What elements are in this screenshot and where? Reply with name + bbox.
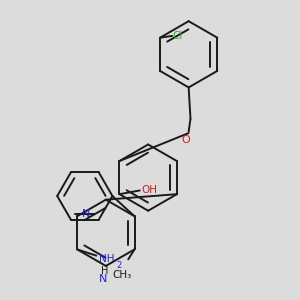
Text: CH₃: CH₃ <box>112 270 131 280</box>
Text: 2: 2 <box>116 261 122 270</box>
Text: NH: NH <box>99 254 115 264</box>
Text: H: H <box>101 266 108 277</box>
Text: Cl: Cl <box>172 31 182 41</box>
Text: O: O <box>181 134 190 145</box>
Text: N: N <box>99 274 107 284</box>
Text: OH: OH <box>142 185 158 196</box>
Text: N: N <box>82 209 90 219</box>
